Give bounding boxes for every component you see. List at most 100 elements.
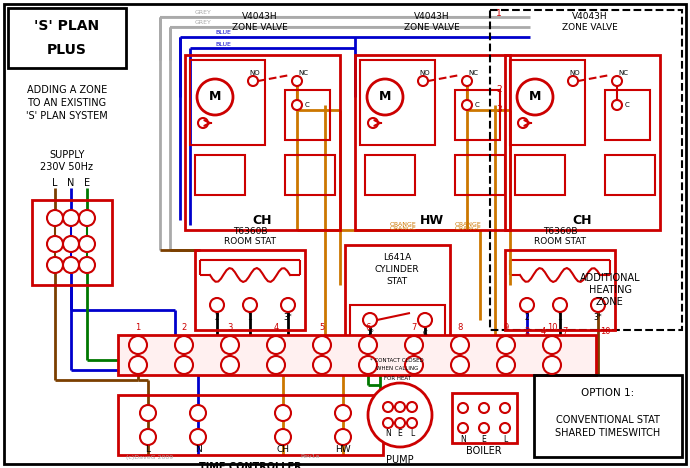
Text: 'S' PLAN: 'S' PLAN xyxy=(34,19,99,33)
Circle shape xyxy=(359,336,377,354)
Circle shape xyxy=(335,429,351,445)
Circle shape xyxy=(612,100,622,110)
Text: ADDITIONAL
HEATING
ZONE: ADDITIONAL HEATING ZONE xyxy=(580,272,640,307)
Bar xyxy=(360,60,435,145)
Text: OPTION 1:: OPTION 1: xyxy=(582,388,635,398)
Circle shape xyxy=(313,356,331,374)
Text: ORANGE: ORANGE xyxy=(390,226,417,231)
Circle shape xyxy=(275,429,291,445)
Circle shape xyxy=(520,298,534,312)
Text: CH: CH xyxy=(277,446,290,454)
Bar xyxy=(505,55,660,230)
Bar xyxy=(285,90,330,140)
Circle shape xyxy=(140,429,156,445)
Bar xyxy=(605,155,655,195)
Text: Rev1a: Rev1a xyxy=(300,454,319,460)
Circle shape xyxy=(500,423,510,433)
Circle shape xyxy=(367,79,403,115)
Text: 8: 8 xyxy=(457,323,463,332)
Circle shape xyxy=(479,423,489,433)
Circle shape xyxy=(591,298,605,312)
Text: SUPPLY: SUPPLY xyxy=(49,150,85,160)
Bar xyxy=(534,375,682,457)
Text: CYLINDER: CYLINDER xyxy=(375,264,420,273)
Circle shape xyxy=(175,336,193,354)
Circle shape xyxy=(190,429,206,445)
Circle shape xyxy=(129,356,147,374)
Circle shape xyxy=(407,402,417,412)
Text: 3*: 3* xyxy=(593,314,602,322)
Circle shape xyxy=(458,403,468,413)
Text: L641A: L641A xyxy=(383,253,411,262)
Circle shape xyxy=(518,118,528,128)
Text: M: M xyxy=(529,90,541,103)
Bar xyxy=(32,200,112,285)
Text: ORANGE: ORANGE xyxy=(390,222,417,227)
Text: TIME CONTROLLER: TIME CONTROLLER xyxy=(199,462,302,468)
Text: C: C xyxy=(422,330,427,336)
Text: CONVENTIONAL STAT: CONVENTIONAL STAT xyxy=(556,415,660,425)
Circle shape xyxy=(221,356,239,374)
Bar xyxy=(455,90,500,140)
Text: CH: CH xyxy=(253,213,272,227)
Bar xyxy=(515,155,565,195)
Circle shape xyxy=(47,236,63,252)
Text: E: E xyxy=(482,434,486,444)
Circle shape xyxy=(451,356,469,374)
Text: M: M xyxy=(209,90,221,103)
Circle shape xyxy=(395,418,405,428)
Circle shape xyxy=(568,76,578,86)
Circle shape xyxy=(210,298,224,312)
Text: NC: NC xyxy=(468,70,478,76)
Text: WHEN CALLING: WHEN CALLING xyxy=(376,366,418,372)
Text: 'S' PLAN SYSTEM: 'S' PLAN SYSTEM xyxy=(26,111,108,121)
Text: 1: 1 xyxy=(248,314,253,322)
Bar xyxy=(190,60,265,145)
Text: GREY: GREY xyxy=(195,21,212,25)
Text: V4043H
ZONE VALVE: V4043H ZONE VALVE xyxy=(562,12,618,32)
Text: 4: 4 xyxy=(540,328,546,336)
Text: C: C xyxy=(475,102,480,108)
Text: 10: 10 xyxy=(546,323,558,332)
Circle shape xyxy=(451,336,469,354)
Text: C: C xyxy=(304,102,309,108)
Bar xyxy=(285,155,335,195)
Circle shape xyxy=(405,356,423,374)
Text: ROOM STAT: ROOM STAT xyxy=(534,237,586,247)
Circle shape xyxy=(79,210,95,226)
Text: ADDING A ZONE: ADDING A ZONE xyxy=(27,85,107,95)
Bar xyxy=(365,155,415,195)
Circle shape xyxy=(368,383,432,447)
Circle shape xyxy=(418,313,432,327)
Circle shape xyxy=(612,76,622,86)
Circle shape xyxy=(462,76,472,86)
Bar xyxy=(195,155,245,195)
Text: 5: 5 xyxy=(319,323,324,332)
Circle shape xyxy=(335,405,351,421)
Text: HW: HW xyxy=(335,446,351,454)
Text: BLUE: BLUE xyxy=(215,30,231,36)
Bar xyxy=(118,335,596,375)
Circle shape xyxy=(243,298,257,312)
Text: NC: NC xyxy=(298,70,308,76)
Text: L: L xyxy=(503,434,507,444)
Text: BLUE: BLUE xyxy=(215,42,231,46)
Text: 2: 2 xyxy=(181,323,186,332)
Circle shape xyxy=(363,313,377,327)
Text: N: N xyxy=(385,429,391,438)
Text: N: N xyxy=(195,446,201,454)
Bar xyxy=(505,250,615,330)
Text: 1: 1 xyxy=(135,323,141,332)
Circle shape xyxy=(292,100,302,110)
Circle shape xyxy=(267,356,285,374)
Circle shape xyxy=(543,336,561,354)
Text: ORANGE: ORANGE xyxy=(455,222,482,227)
Circle shape xyxy=(313,336,331,354)
Circle shape xyxy=(281,298,295,312)
Text: T6360B: T6360B xyxy=(543,227,578,236)
Circle shape xyxy=(292,76,302,86)
Bar xyxy=(345,245,450,350)
Text: L: L xyxy=(410,429,414,438)
Text: 1: 1 xyxy=(496,9,502,19)
Text: N: N xyxy=(68,178,75,188)
